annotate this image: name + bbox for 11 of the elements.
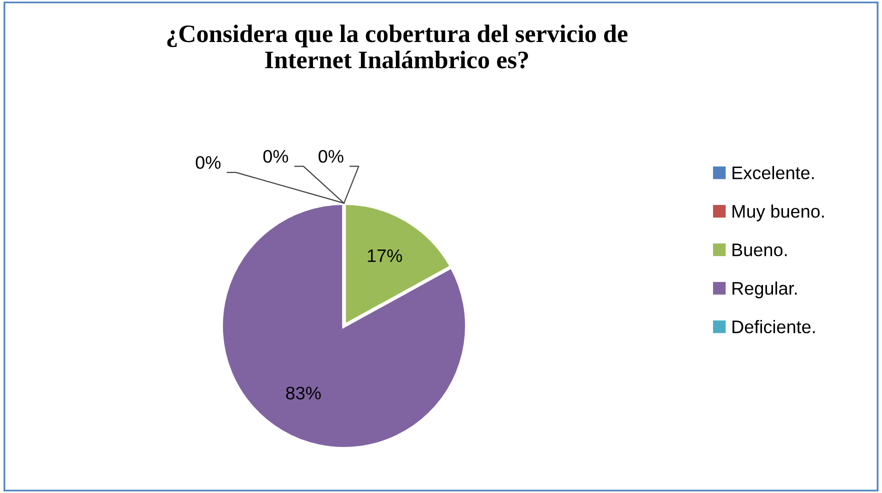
- legend-label: Regular.: [732, 282, 797, 298]
- text: 0%: [196, 156, 221, 169]
- legend-label: Excelente.: [732, 166, 814, 180]
- data-label: 17%: [368, 249, 402, 262]
- legend-label: Muy bueno.: [732, 204, 824, 222]
- data-label: 83%: [286, 386, 321, 400]
- text: 0%: [263, 150, 288, 163]
- text: 0%: [318, 150, 344, 163]
- chart-title: ¿Considera que la cobertura del servicio de Internet Inalámbrico es?: [167, 24, 628, 68]
- legend-label: Bueno.: [732, 244, 787, 256]
- legend-label: Deficiente.: [732, 320, 815, 334]
